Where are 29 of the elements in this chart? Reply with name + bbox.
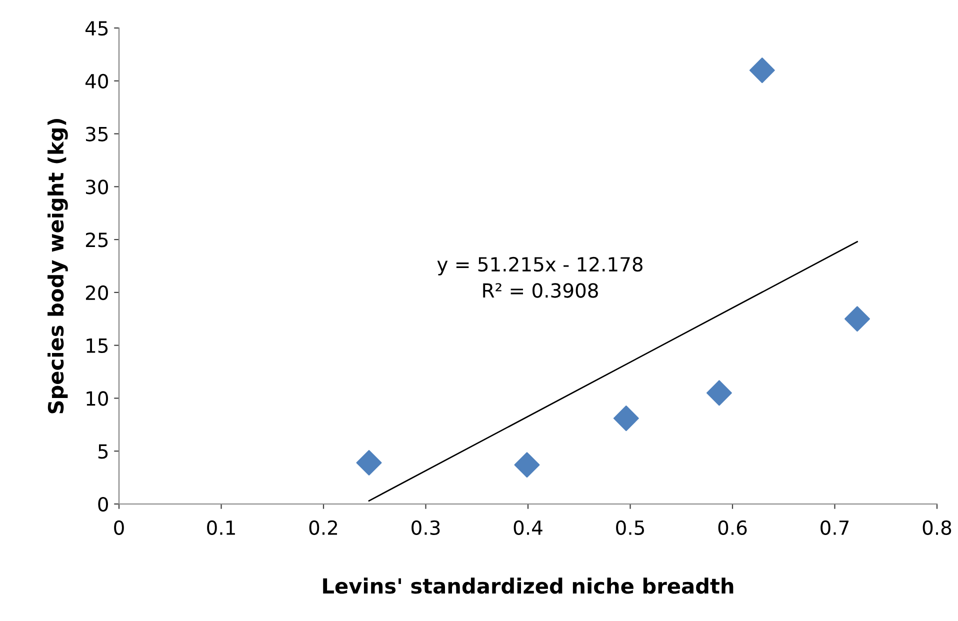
y-tick-label: 0	[98, 496, 108, 512]
x-tick-label: 0.5	[616, 520, 644, 536]
y-tick-label: 20	[86, 285, 108, 300]
y-tick-label: 15	[86, 338, 108, 353]
y-tick-label: 30	[86, 180, 108, 194]
x-tick-label: 0.8	[922, 520, 952, 536]
point	[706, 380, 732, 406]
x-tick-label: 0.2	[309, 520, 338, 536]
y-axis-title: Species body weight (kg)	[48, 119, 68, 414]
annotation: y = 51.215x - 12.178	[437, 256, 642, 276]
point	[356, 450, 382, 476]
annotation: R² = 0.3908	[483, 283, 598, 298]
x-tick-label: 0.1	[207, 520, 235, 536]
x-tick-label: 0	[114, 520, 124, 536]
x-tick-label: 0.7	[820, 520, 849, 536]
x-tick-label: 0.6	[718, 520, 747, 536]
y-tick-label: 10	[86, 391, 108, 406]
x-tick-label: 0.3	[412, 520, 440, 536]
point	[749, 58, 775, 84]
y-tick-label: 5	[98, 444, 108, 459]
y-tick-label: 45	[85, 21, 108, 36]
y-tick-label: 25	[86, 232, 108, 248]
y-tick-label: 40	[85, 74, 108, 89]
point	[514, 452, 540, 478]
x-tick-label: 0.4	[514, 520, 542, 536]
point	[613, 406, 639, 432]
y-tick-label: 35	[86, 126, 108, 142]
point	[844, 306, 870, 332]
x-axis-title: Levins' standardized niche breadth	[323, 578, 734, 594]
